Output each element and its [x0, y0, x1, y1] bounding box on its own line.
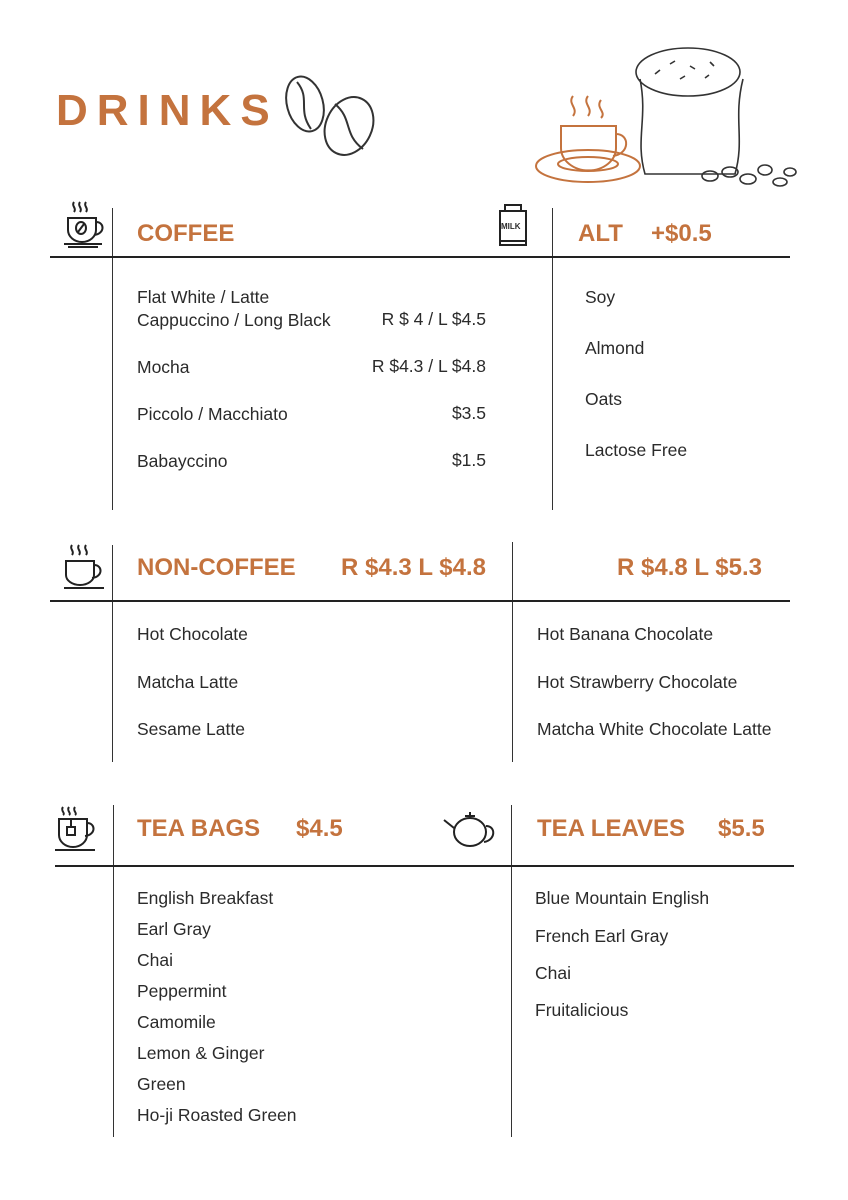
coffee-sack-illustration [635, 47, 797, 187]
menu-price: $1.5 [451, 450, 486, 470]
menu-item: Camomile [137, 1012, 216, 1032]
menu-item: French Earl Gray [535, 926, 669, 946]
menu-item: Sesame Latte [137, 719, 245, 739]
divider [55, 865, 794, 867]
page-title: DRINKS [56, 86, 279, 135]
menu-item: Piccolo / Macchiato [137, 404, 288, 424]
milk-carton-icon [499, 204, 527, 246]
menu-item: Cappuccino / Long Black [137, 310, 331, 330]
menu-item: Lactose Free [585, 440, 688, 460]
divider [512, 542, 513, 762]
menu-item: Peppermint [137, 981, 227, 1001]
menu-item: Babayccino [137, 451, 228, 471]
menu-item: Chai [137, 950, 173, 970]
coffee-beans-icon [285, 75, 375, 156]
menu-price: R $4.3 / L $4.8 [371, 356, 486, 376]
non-coffee-price-right: R $4.8 L $5.3 [617, 554, 762, 581]
hot-cup-icon [64, 544, 104, 589]
menu-item: Almond [585, 338, 645, 358]
divider [50, 600, 790, 602]
alt-price: +$0.5 [651, 220, 712, 247]
milk-label: MILK [501, 222, 521, 231]
menu-price: $3.5 [451, 403, 486, 423]
divider [113, 805, 114, 1137]
menu-item: Earl Gray [137, 919, 211, 939]
coffee-cup-icon [64, 201, 104, 248]
divider [552, 208, 553, 510]
menu-item: Hot Chocolate [137, 624, 248, 644]
coffee-cup-illustration [535, 95, 641, 183]
coffee-heading: COFFEE [137, 220, 235, 247]
menu-item: Lemon & Ginger [137, 1043, 265, 1063]
alt-heading: ALT [578, 220, 623, 247]
menu-item: Hot Strawberry Chocolate [537, 672, 738, 692]
menu-price: R $ 4 / L $4.5 [381, 309, 486, 329]
divider [112, 208, 113, 510]
non-coffee-price-left: R $4.3 L $4.8 [341, 554, 486, 581]
menu-item: Oats [585, 389, 622, 409]
tea-leaves-heading: TEA LEAVES [537, 815, 686, 842]
menu-item: Matcha Latte [137, 672, 239, 692]
menu-item: English Breakfast [137, 888, 274, 908]
tea-cup-icon [55, 806, 95, 851]
tea-leaves-price: $5.5 [718, 815, 765, 842]
divider [112, 545, 113, 762]
menu-item: Mocha [137, 357, 190, 377]
divider [50, 256, 790, 258]
menu-item: Fruitalicious [535, 1000, 629, 1020]
tea-bags-price: $4.5 [296, 815, 343, 842]
menu-item: Matcha White Chocolate Latte [537, 719, 772, 739]
menu-item: Hot Banana Chocolate [537, 624, 714, 644]
menu-item: Soy [585, 287, 616, 307]
menu-item: Green [137, 1074, 186, 1094]
non-coffee-heading: NON-COFFEE [137, 554, 296, 581]
menu-item: Blue Mountain English [535, 888, 710, 908]
tea-bags-heading: TEA BAGS [137, 815, 261, 842]
teapot-icon [443, 812, 495, 847]
menu-item: Flat White / Latte [137, 287, 270, 307]
menu-item: Chai [535, 963, 571, 983]
divider [511, 805, 512, 1137]
menu-item: Ho-ji Roasted Green [137, 1105, 297, 1125]
